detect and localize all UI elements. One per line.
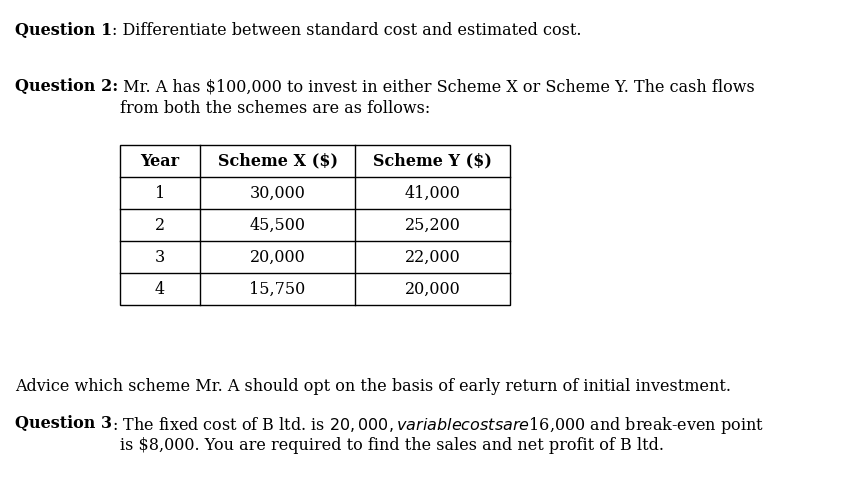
- Text: : The fixed cost of B ltd. is $20,000, variable costs are $16,000 and break-even: : The fixed cost of B ltd. is $20,000, v…: [112, 415, 764, 436]
- Text: : Differentiate between standard cost and estimated cost.: : Differentiate between standard cost an…: [112, 22, 582, 39]
- Text: Question 3: Question 3: [15, 415, 112, 432]
- Text: 41,000: 41,000: [405, 184, 461, 202]
- Text: Year: Year: [141, 153, 180, 169]
- Text: is $8,000. You are required to find the sales and net profit of B ltd.: is $8,000. You are required to find the …: [120, 437, 664, 454]
- Text: Question 2:: Question 2:: [15, 78, 118, 95]
- Text: Mr. A has $100,000 to invest in either Scheme X or Scheme Y. The cash flows: Mr. A has $100,000 to invest in either S…: [118, 78, 755, 95]
- Text: 20,000: 20,000: [405, 280, 460, 298]
- Text: 20,000: 20,000: [249, 249, 306, 265]
- Text: 30,000: 30,000: [249, 184, 306, 202]
- Text: 4: 4: [155, 280, 165, 298]
- Text: Scheme Y ($): Scheme Y ($): [373, 153, 492, 169]
- Text: 15,750: 15,750: [249, 280, 306, 298]
- Text: Question 1: Question 1: [15, 22, 112, 39]
- Text: Advice which scheme Mr. A should opt on the basis of early return of initial inv: Advice which scheme Mr. A should opt on …: [15, 378, 731, 395]
- Text: 2: 2: [155, 216, 165, 233]
- Text: 3: 3: [154, 249, 165, 265]
- Text: 25,200: 25,200: [405, 216, 461, 233]
- Text: 22,000: 22,000: [405, 249, 460, 265]
- Text: 1: 1: [154, 184, 165, 202]
- Text: 45,500: 45,500: [249, 216, 306, 233]
- Bar: [120, 145, 510, 305]
- Text: from both the schemes are as follows:: from both the schemes are as follows:: [120, 100, 431, 117]
- Text: Scheme X ($): Scheme X ($): [217, 153, 337, 169]
